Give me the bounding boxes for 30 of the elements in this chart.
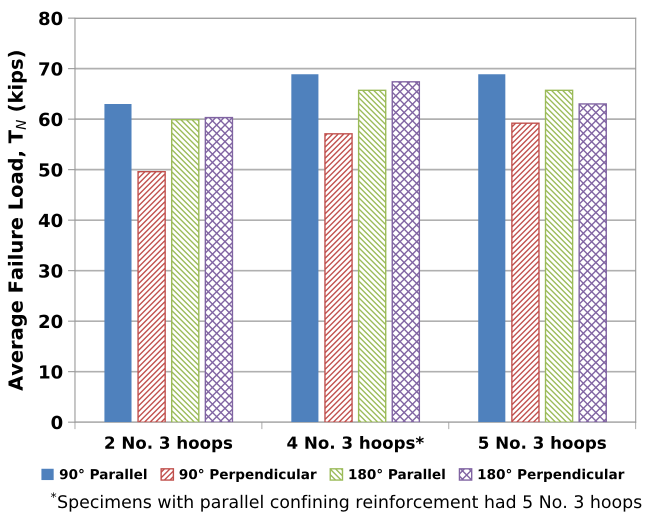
bar	[137, 170, 166, 422]
text: $^{*}$Specimens with parallel confining reinforcement had 5 No. 3 hoops	[50, 492, 642, 512]
y-tick-label: 0	[51, 416, 62, 430]
bar	[104, 104, 132, 422]
y-tick-label: 40	[38, 214, 62, 228]
bar	[392, 81, 420, 422]
y-tick-label: 70	[39, 62, 62, 76]
legend-label: 180° Parallel	[349, 468, 445, 480]
x-tick-label: 5 No. 3 hoops	[479, 436, 606, 452]
bar	[511, 122, 540, 422]
y-tick-label: 60	[39, 112, 62, 126]
y-axis-title: Average Failure Load, T$_{N}$ (kips)	[8, 51, 27, 391]
bar	[358, 90, 386, 422]
y-tick-label: 10	[40, 365, 62, 379]
legend-label: 180° Perpendicular	[478, 468, 624, 482]
bar	[204, 116, 234, 422]
y-tick-label: 80	[39, 12, 62, 26]
x-tick-label: 4 No. 3 hoops*	[287, 436, 424, 452]
bar	[478, 74, 506, 422]
bar	[544, 90, 574, 422]
bar	[578, 103, 607, 422]
y-tick-label: 50	[39, 163, 62, 177]
bar	[324, 133, 353, 422]
legend-label: 90° Parallel	[60, 468, 146, 480]
x-tick-label: 2 No. 3 hoops	[105, 436, 232, 452]
bar	[291, 74, 318, 422]
y-tick-label: 30	[39, 264, 62, 278]
bar	[171, 118, 200, 422]
legend-label: 90° Perpendicular	[180, 468, 317, 482]
y-tick-label: 20	[39, 314, 62, 328]
